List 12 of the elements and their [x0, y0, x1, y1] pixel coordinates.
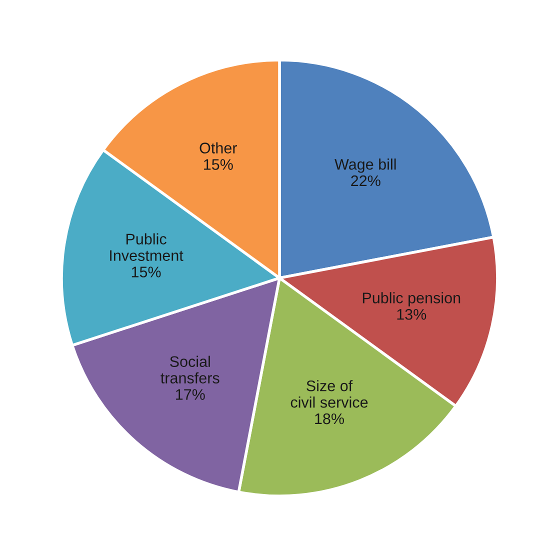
data-label: 17%: [176, 389, 205, 400]
slice-label: Other: [200, 142, 238, 154]
data-label: 18%: [315, 413, 344, 424]
slice-label: Social transfers: [160, 356, 220, 384]
slice-label: Public Investment: [110, 233, 184, 261]
data-label: 13%: [397, 308, 426, 320]
slice-label: Wage bill: [334, 158, 396, 173]
data-label: 15%: [204, 159, 233, 170]
slice-label: Size of civil service: [290, 380, 368, 408]
data-label: 22%: [351, 175, 380, 186]
data-label: 15%: [132, 266, 161, 278]
slice-label: Public pension: [362, 292, 460, 306]
